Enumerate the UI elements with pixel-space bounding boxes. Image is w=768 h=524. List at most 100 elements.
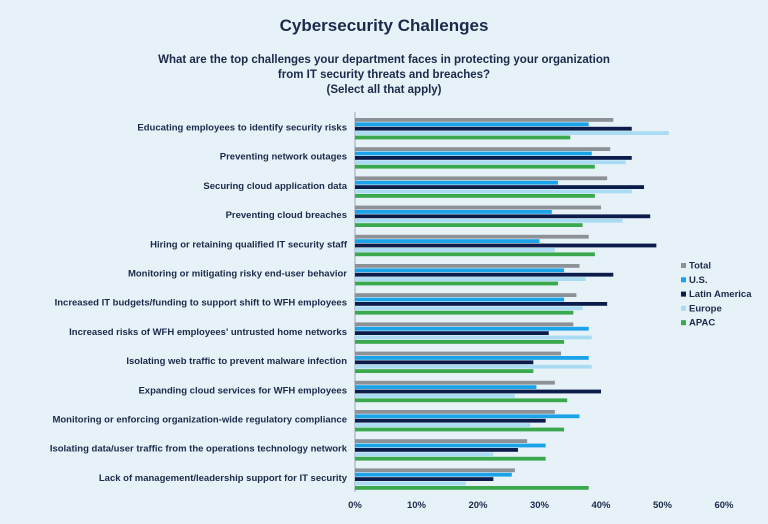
category-label: Preventing cloud breaches [226,210,347,221]
bar-total [355,322,574,327]
chart-subtitle: What are the top challenges your departm… [100,53,668,98]
category-label: Securing cloud application data [203,181,347,192]
bar-u-s- [355,268,565,273]
bar-total [355,234,589,239]
category-label: Increased risks of WFH employees' untrus… [69,327,347,338]
bar-latin-america [355,477,494,481]
bar-apac [355,486,589,490]
x-tick-label: 30% [530,500,550,511]
bar-latin-america [355,302,608,306]
bar-u-s- [355,472,512,477]
bar-u-s- [355,297,565,302]
bar-latin-america [355,448,518,452]
category-label: Expanding cloud services for WFH employe… [138,385,347,396]
category-label: Lack of management/leadership support fo… [99,473,348,484]
bar-u-s- [355,122,589,127]
bar-u-s- [355,385,537,389]
bar-latin-america [355,214,651,219]
bar-apac [355,310,574,315]
category-label: Hiring or retaining qualified IT securit… [150,239,348,250]
bar-apac [355,427,565,432]
bar-total [355,293,577,297]
bar-latin-america [355,185,645,189]
bar-apac [355,369,534,373]
bar-total [355,468,515,473]
bar-europe [355,335,592,340]
legend-swatch [681,291,686,297]
bar-u-s- [355,210,552,214]
x-tick-label: 10% [407,500,427,511]
bar-apac [355,223,583,227]
bar-europe [355,423,531,427]
category-label: Isolating data/user traffic from the ope… [50,444,348,455]
legend-swatch [681,277,686,283]
bar-u-s- [355,239,540,243]
category-label: Monitoring or mitigating risky end-user … [128,269,347,280]
legend-swatch [681,320,686,326]
bar-apac [355,135,571,140]
legend-label: APAC [689,318,715,329]
subtitle-line-1: What are the top challenges your departm… [158,54,610,66]
bar-latin-america [355,360,534,365]
bar-latin-america [355,272,614,277]
bar-total [355,205,601,210]
bar-total [355,439,528,443]
x-tick-label: 20% [468,500,488,511]
bar-total [355,410,555,414]
legend-label: Latin America [689,289,752,300]
bar-apac [355,252,595,257]
bar-europe [355,248,555,252]
bar-latin-america [355,389,601,394]
category-label: Monitoring or enforcing organization-wid… [52,415,347,426]
bar-latin-america [355,126,632,131]
bar-latin-america [355,418,546,423]
bar-europe [355,160,626,165]
bar-total [355,264,580,268]
legend-label: U.S. [689,275,707,286]
bar-europe [355,277,586,281]
bar-europe [355,452,494,457]
bar-total [355,176,608,181]
bar-total [355,118,614,122]
bar-apac [355,194,595,198]
bar-u-s- [355,326,589,331]
bar-apac [355,456,546,461]
x-tick-label: 60% [714,500,734,511]
bar-apac [355,340,565,344]
bar-europe [355,306,583,311]
chart-title: Cybersecurity Challenges [279,16,489,35]
bar-u-s- [355,151,592,156]
x-tick-label: 40% [591,500,611,511]
category-label: Increased IT budgets/funding to support … [55,298,347,309]
bar-apac [355,281,558,286]
bar-europe [355,218,623,223]
bar-apac [355,398,568,403]
bar-europe [355,481,466,486]
bar-u-s- [355,356,589,360]
bar-u-s- [355,414,580,419]
bar-u-s- [355,443,546,448]
bar-europe [355,364,592,369]
category-label: Preventing network outages [220,152,347,163]
x-tick-label: 50% [653,500,673,511]
bar-total [355,147,611,151]
bar-total [355,380,555,385]
x-tick-label: 0% [348,500,362,511]
legend-swatch [681,305,686,311]
bar-total [355,351,562,356]
bar-europe [355,189,632,194]
legend-label: Total [689,261,711,272]
legend-label: Europe [689,303,722,314]
subtitle-line-2: from IT security threats and breaches? [277,69,491,81]
bar-latin-america [355,331,549,335]
bar-europe [355,131,669,135]
subtitle-line-3: (Select all that apply) [326,84,442,96]
bar-latin-america [355,156,632,160]
category-label: Educating employees to identify security… [137,123,347,134]
bar-u-s- [355,180,558,185]
legend-swatch [681,263,686,268]
bar-apac [355,164,595,169]
bar-europe [355,394,515,398]
bar-latin-america [355,243,657,248]
